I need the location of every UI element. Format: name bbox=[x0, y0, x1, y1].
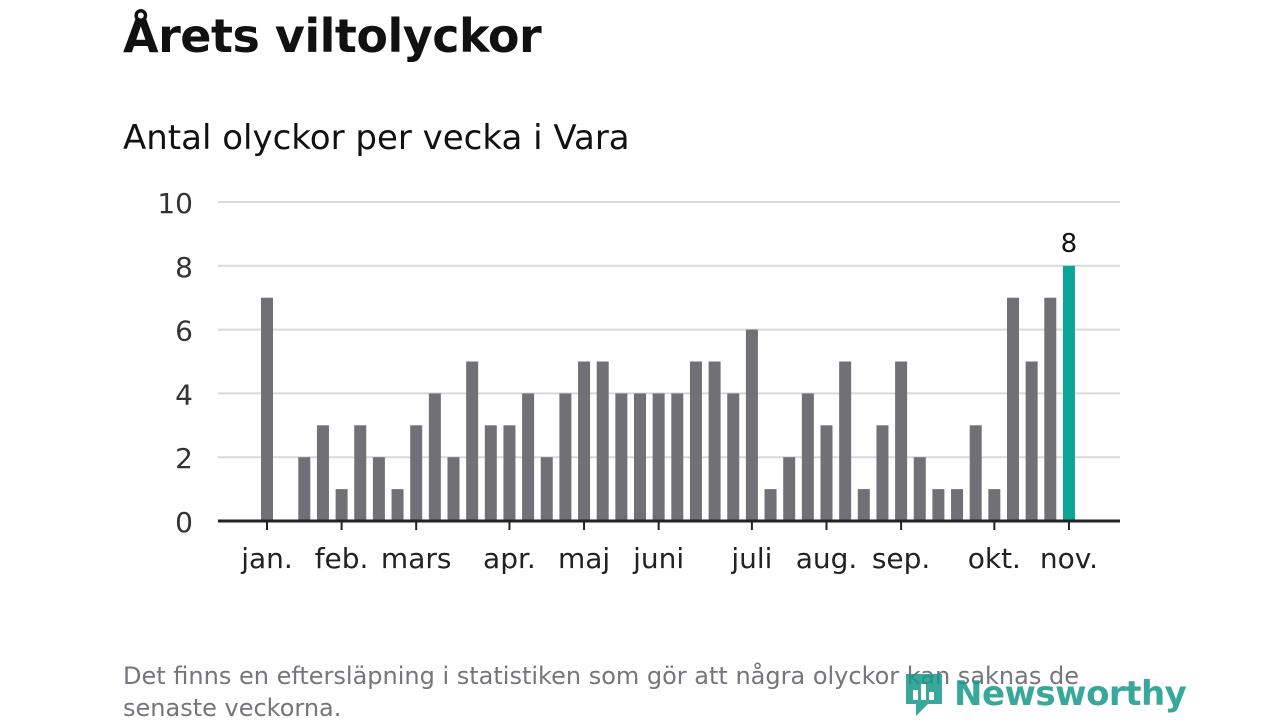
bar bbox=[615, 393, 628, 521]
x-tick-label: aug. bbox=[796, 542, 858, 575]
y-tick-label: 10 bbox=[157, 187, 193, 220]
bar bbox=[951, 489, 964, 521]
y-tick-label: 0 bbox=[175, 506, 193, 539]
x-tick-label: sep. bbox=[872, 542, 931, 575]
y-tick-label: 2 bbox=[175, 442, 193, 475]
bar bbox=[261, 297, 273, 521]
bar-chart: 0 2 4 6 8 10 8 jan. feb. mars apr. maj juni juli aug… bbox=[157, 187, 1120, 575]
bar bbox=[634, 393, 646, 521]
bar bbox=[764, 489, 777, 521]
newsworthy-logo-icon bbox=[906, 674, 942, 716]
x-axis: jan. feb. mars apr. maj juni juli aug. sep. okt. n… bbox=[218, 519, 1120, 575]
bar bbox=[913, 457, 926, 521]
bar bbox=[727, 393, 740, 521]
bar bbox=[839, 361, 852, 521]
bar bbox=[783, 457, 796, 521]
data-labels: 8 bbox=[1061, 229, 1078, 259]
chart-subtitle: Antal olyckor per vecka i Vara bbox=[123, 118, 630, 158]
x-tick-label: jan. bbox=[240, 542, 293, 575]
bar bbox=[522, 393, 535, 521]
bar bbox=[596, 361, 609, 521]
bar bbox=[540, 457, 553, 521]
bar bbox=[559, 393, 572, 521]
bar bbox=[652, 393, 665, 521]
y-tick-label: 4 bbox=[175, 378, 193, 411]
x-tick-label: apr. bbox=[483, 542, 536, 575]
bar bbox=[801, 393, 814, 521]
data-label: 8 bbox=[1061, 229, 1078, 259]
bar bbox=[410, 425, 423, 521]
bar bbox=[857, 489, 870, 521]
y-tick-label: 6 bbox=[175, 315, 193, 348]
bar bbox=[503, 425, 516, 521]
bar bbox=[708, 361, 721, 521]
newsworthy-logo: Newsworthy bbox=[902, 668, 1187, 720]
bar bbox=[1044, 297, 1057, 521]
bar bbox=[354, 425, 367, 521]
bar bbox=[578, 361, 591, 521]
gridlines bbox=[218, 201, 1120, 459]
y-tick-label: 8 bbox=[175, 251, 193, 284]
bar bbox=[876, 425, 889, 521]
x-tick-label: feb. bbox=[315, 542, 369, 575]
x-tick-label: mars bbox=[381, 542, 452, 575]
x-tick-label: okt. bbox=[968, 542, 1021, 575]
x-tick-label: maj bbox=[558, 542, 610, 575]
bar bbox=[988, 489, 1001, 521]
bar bbox=[466, 361, 479, 521]
bar bbox=[1025, 361, 1038, 521]
newsworthy-logo-text: Newsworthy bbox=[954, 674, 1187, 714]
bar bbox=[316, 425, 329, 521]
bar bbox=[428, 393, 441, 521]
bar bbox=[820, 425, 833, 521]
bar bbox=[484, 425, 497, 521]
bar bbox=[372, 457, 385, 521]
bar bbox=[447, 457, 460, 521]
bar bbox=[745, 329, 758, 521]
bar bbox=[335, 489, 348, 521]
bar bbox=[895, 361, 908, 521]
bar bbox=[689, 361, 702, 521]
x-tick-label: juli bbox=[730, 542, 772, 575]
bar bbox=[932, 489, 945, 521]
bars bbox=[261, 265, 1075, 521]
bar bbox=[298, 457, 311, 521]
bar-highlight bbox=[1062, 265, 1075, 521]
bar bbox=[969, 425, 982, 521]
x-tick-label: nov. bbox=[1040, 542, 1098, 575]
chart-title: Årets viltolyckor bbox=[123, 9, 542, 63]
y-axis-ticks: 0 2 4 6 8 10 bbox=[157, 187, 193, 539]
x-tick-label: juni bbox=[632, 542, 684, 575]
bar bbox=[391, 489, 404, 521]
bar bbox=[1007, 297, 1019, 521]
bar bbox=[671, 393, 684, 521]
